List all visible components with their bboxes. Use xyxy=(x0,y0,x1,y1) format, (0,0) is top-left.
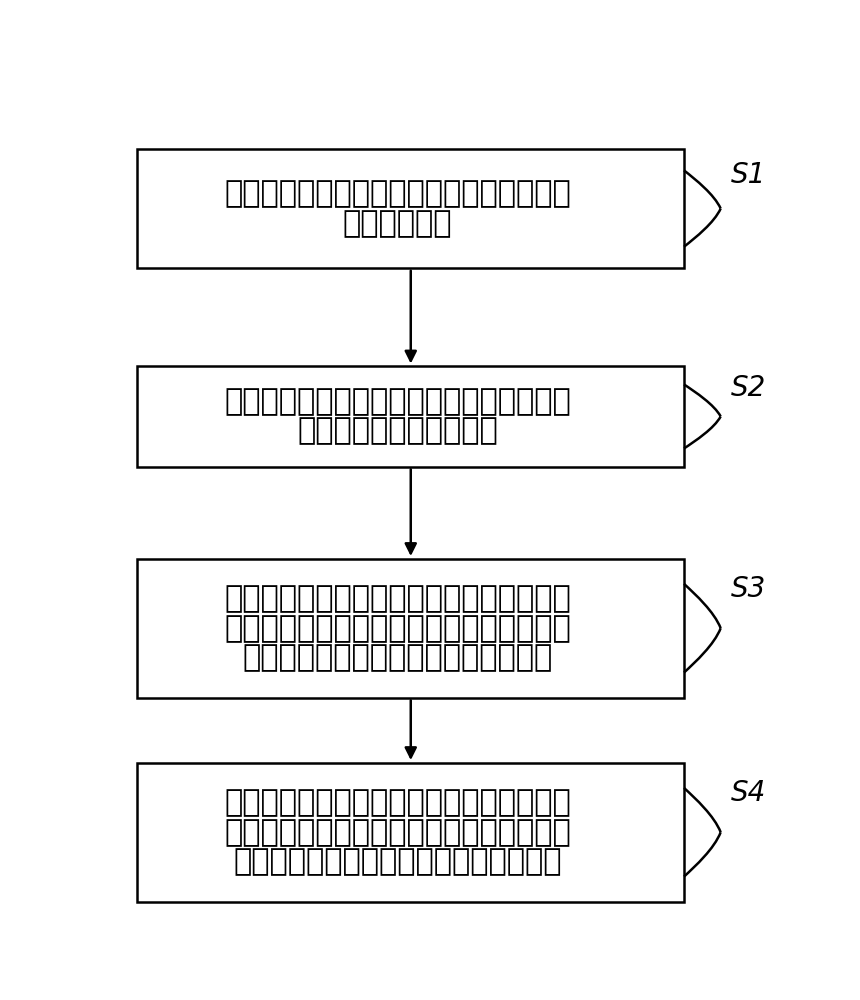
Text: 将若干极大连通子图分别进行社区划分，得: 将若干极大连通子图分别进行社区划分，得 xyxy=(224,788,571,817)
Text: S1: S1 xyxy=(731,161,766,189)
Bar xyxy=(138,149,684,268)
Text: 任意两个用户间的边权值: 任意两个用户间的边权值 xyxy=(297,417,498,446)
Text: 交互行为数据: 交互行为数据 xyxy=(342,209,452,238)
Text: 根据任意两个用户间的边权值构建图结构，: 根据任意两个用户间的边权值构建图结构， xyxy=(224,584,571,613)
Text: 获取多源异构关系网络内任意两个用户间的: 获取多源异构关系网络内任意两个用户间的 xyxy=(224,179,571,208)
Text: 得到多源异构关系图；并将多源异构关系图: 得到多源异构关系图；并将多源异构关系图 xyxy=(224,614,571,643)
Bar xyxy=(138,763,684,902)
Text: 进行子图划分，得到若干极大连通子图: 进行子图划分，得到若干极大连通子图 xyxy=(243,643,553,672)
Text: ，得到多源异构关系网络的群体发现结果: ，得到多源异构关系网络的群体发现结果 xyxy=(233,847,562,876)
Text: 到若干极大连通子图的群体发现结果并组合: 到若干极大连通子图的群体发现结果并组合 xyxy=(224,818,571,847)
Text: S4: S4 xyxy=(731,779,766,807)
Text: S2: S2 xyxy=(731,374,766,402)
Text: S3: S3 xyxy=(731,575,766,603)
Bar xyxy=(138,559,684,698)
Text: 根据任意两个用户间的交互行为数据，得到: 根据任意两个用户间的交互行为数据，得到 xyxy=(224,387,571,416)
Bar xyxy=(138,366,684,466)
